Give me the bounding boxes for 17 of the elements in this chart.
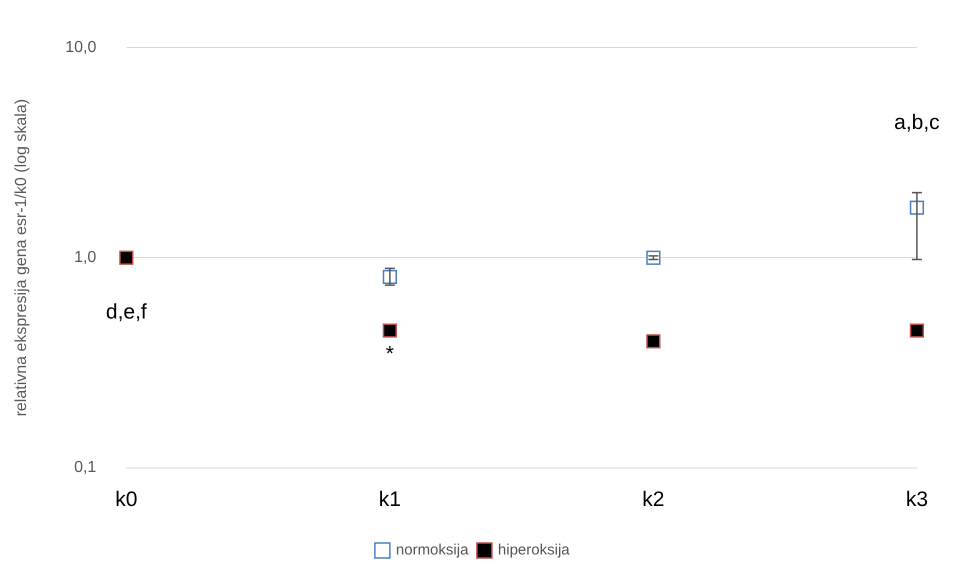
x-tick-label: k2 (642, 488, 664, 512)
point (646, 334, 660, 348)
y-tick-label: 10,0 (65, 39, 96, 56)
y-tick-label: 0,1 (74, 459, 96, 476)
y-axis-title: relativna ekspresija gena esr-1/k0 (log skala) (13, 98, 30, 416)
annotation: d,e,f (106, 300, 147, 324)
annotation: a,b,c (894, 111, 940, 134)
point (119, 250, 134, 265)
legend-label: hiperoksija (498, 542, 570, 559)
x-tick-label: k0 (115, 488, 138, 512)
legend-label: normoksija (396, 542, 470, 559)
x-tick-label: k3 (906, 488, 928, 512)
y-tick-label: 1,0 (74, 249, 96, 266)
point (382, 323, 397, 338)
point (910, 323, 924, 338)
annotation: * (386, 342, 394, 366)
x-tick-label: k1 (378, 488, 401, 512)
